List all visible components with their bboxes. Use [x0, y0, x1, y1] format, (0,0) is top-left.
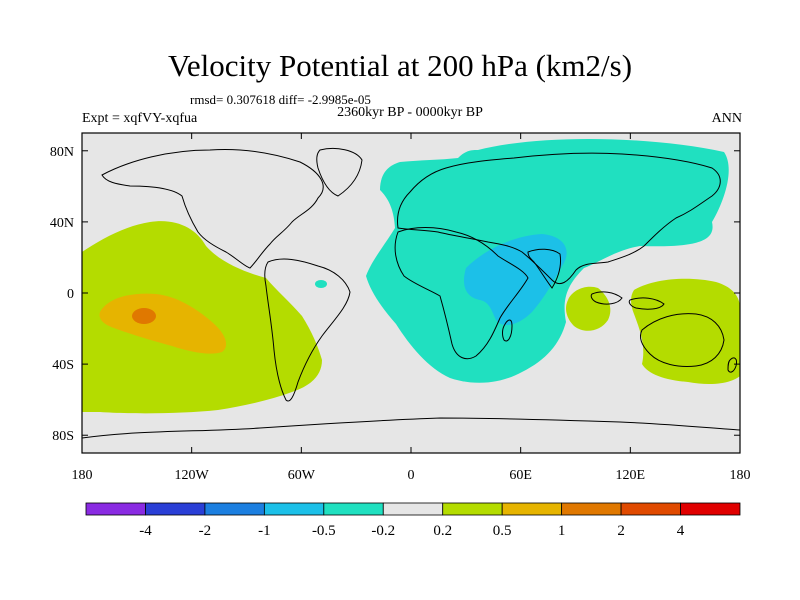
colorbar-label: -2: [199, 523, 212, 539]
lon-tick-label: 60W: [288, 468, 316, 483]
negative-weak-island: [315, 280, 327, 288]
colorbar-swatch: [680, 502, 741, 516]
coastlines: [82, 147, 740, 439]
negative-moderate-region: [463, 234, 567, 326]
colorbar-label: -1: [258, 523, 271, 539]
colorbar-swatch: [442, 502, 503, 516]
colorbar-swatch: [204, 502, 265, 516]
longitude-axis: 180 120W 60W 0 60E 120E 180: [72, 133, 751, 483]
experiment-label: Expt = xqfVY-xqfua: [82, 111, 198, 126]
colorbar-swatch: [620, 502, 681, 516]
colorbar-label: 1: [558, 523, 566, 539]
lon-tick-label: 180: [72, 468, 93, 483]
colorbar-label: 0.2: [433, 523, 452, 539]
colorbar: -4 -2 -1 -0.5 -0.2 0.2 0.5 1 2 4: [85, 502, 741, 539]
colorbar-label: 2: [617, 523, 625, 539]
lat-tick-label: 0: [67, 287, 74, 302]
positive-weak-region-indian: [566, 286, 611, 331]
lat-tick-label: 80S: [52, 429, 74, 444]
colorbar-label: 0.5: [493, 523, 512, 539]
lon-tick-label: 180: [730, 468, 751, 483]
colorbar-swatch: [501, 502, 563, 516]
colorbar-swatch: [263, 502, 325, 516]
colorbar-label: -0.2: [371, 523, 395, 539]
lon-tick-label: 60E: [509, 468, 532, 483]
lat-tick-label: 40S: [52, 358, 74, 373]
positive-moderate-region: [99, 293, 227, 354]
colorbar-label: -0.5: [312, 523, 336, 539]
period-label: 2360kyr BP - 0000kyr BP: [337, 105, 483, 120]
positive-weak-region-australia: [631, 278, 740, 384]
colorbar-swatch: [145, 502, 206, 516]
lon-tick-label: 120W: [175, 468, 210, 483]
positive-strong-core: [132, 308, 156, 324]
colorbar-label: -4: [139, 523, 152, 539]
colorbar-swatch: [561, 502, 622, 516]
season-label: ANN: [711, 111, 742, 126]
lat-tick-label: 40N: [50, 216, 74, 231]
colorbar-label: 4: [677, 523, 685, 539]
colorbar-swatch: [323, 502, 384, 516]
plot-title: Velocity Potential at 200 hPa (km2/s): [167, 48, 633, 83]
lat-tick-label: 80N: [50, 145, 74, 160]
contour-fill-layer: [82, 138, 740, 439]
lon-tick-label: 0: [408, 468, 415, 483]
colorbar-swatch: [85, 502, 146, 516]
lon-tick-label: 120E: [616, 468, 646, 483]
stats-label: rmsd= 0.307618 diff= -2.9985e-05: [190, 92, 371, 107]
colorbar-swatch: [382, 502, 444, 516]
latitude-axis: 80N 40N 0 40S 80S: [50, 145, 740, 444]
